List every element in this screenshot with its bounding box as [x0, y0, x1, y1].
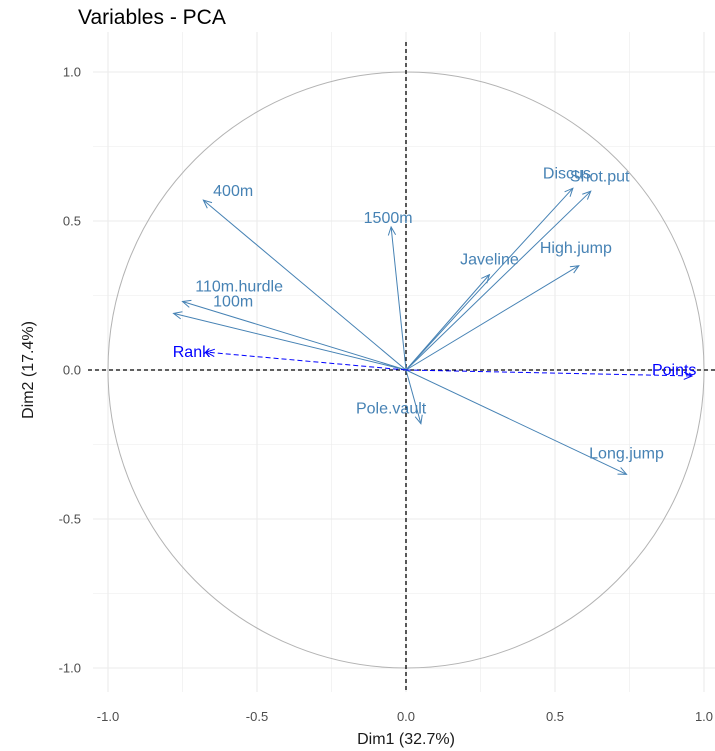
- arrow-shot-put: [405, 190, 592, 371]
- label-100m: 100m: [213, 293, 253, 310]
- arrow-400m: [203, 199, 407, 371]
- y-tick-label: 1.0: [63, 65, 81, 80]
- x-tick-label: 0.5: [546, 709, 564, 724]
- arrowhead-points: [683, 371, 694, 380]
- label-rank: Rank: [173, 344, 211, 361]
- axis-ticks: -1.0 -0.5 0.0 0.5 1.0 -1.0 -0.5 0.0 0.5 1.0: [59, 65, 713, 725]
- y-tick-label: 0.0: [63, 363, 81, 378]
- arrowhead-javeline: [481, 273, 491, 284]
- label-400m: 400m: [213, 183, 253, 200]
- x-tick-label: 0.0: [397, 709, 415, 724]
- arrow-pole-vault: [405, 369, 422, 424]
- arrowhead-100m: [172, 311, 183, 320]
- arrow-1500m: [390, 226, 407, 371]
- arrowhead-discus: [564, 187, 574, 197]
- y-tick-label: -0.5: [59, 512, 81, 527]
- label-javeline: Javeline: [460, 252, 519, 269]
- label-discus: Discus: [543, 165, 591, 182]
- arrowhead-long-jump: [617, 467, 628, 475]
- arrowhead-110m-hurdle: [181, 299, 192, 308]
- variable-labels: 100m Long.jump Shot.put High.jump 400m 110m.h…: [173, 165, 697, 462]
- x-tick-label: 1.0: [695, 709, 713, 724]
- y-tick-label: 0.5: [63, 214, 81, 229]
- label-high-jump: High.jump: [540, 240, 612, 257]
- label-shot-put: Shot.put: [570, 168, 630, 185]
- arrow-points: [405, 369, 693, 377]
- chart-title: Variables - PCA: [78, 6, 226, 29]
- arrowhead-400m: [202, 199, 213, 209]
- label-110m-hurdle: 110m.hurdle: [195, 279, 283, 296]
- arrow-long-jump: [405, 369, 627, 475]
- arrowhead-high-jump: [569, 265, 580, 274]
- y-axis-title: Dim2 (17.4%): [20, 321, 37, 419]
- arrow-javeline: [405, 274, 490, 371]
- reference-lines: [88, 42, 715, 692]
- arrowhead-pole-vault: [414, 414, 423, 425]
- label-points: Points: [652, 362, 696, 379]
- variable-arrows: [172, 187, 694, 475]
- y-tick-label: -1.0: [59, 661, 81, 676]
- arrowhead-rank: [205, 348, 216, 357]
- label-1500m: 1500m: [364, 210, 413, 227]
- arrowhead-1500m: [387, 225, 397, 236]
- label-long-jump: Long.jump: [589, 445, 664, 462]
- x-axis-title: Dim1 (32.7%): [357, 731, 455, 748]
- x-tick-label: -0.5: [246, 709, 268, 724]
- label-pole-vault: Pole.vault: [356, 401, 427, 418]
- arrow-110m-hurdle: [182, 300, 407, 371]
- grid: [93, 32, 715, 692]
- arrow-discus: [405, 187, 574, 371]
- x-tick-label: -1.0: [97, 709, 119, 724]
- arrow-100m: [173, 312, 407, 371]
- arrow-high-jump: [405, 265, 580, 371]
- arrowhead-shot-put: [582, 190, 592, 200]
- arrow-rank: [206, 351, 407, 371]
